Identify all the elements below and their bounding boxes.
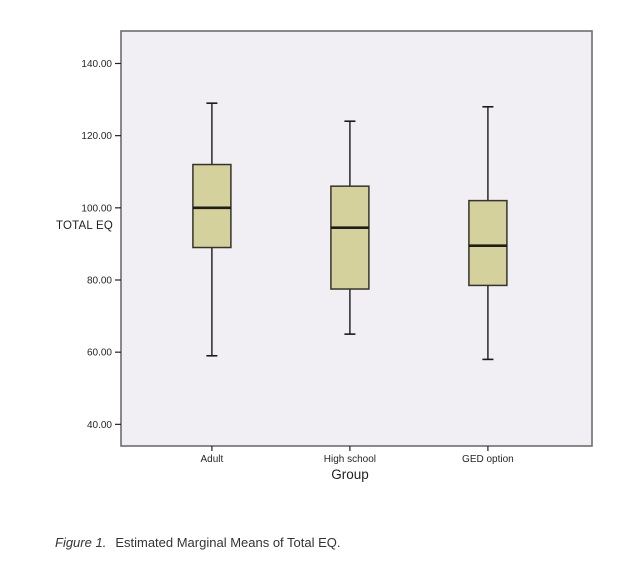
y-axis-title: TOTAL EQ <box>56 220 113 232</box>
box <box>330 185 370 290</box>
boxplot-chart: 40.00 60.00 80.00 100.00 120.00 140.00 Adult Hi… <box>81 30 593 465</box>
y-tick-label: 40.00 <box>87 420 112 431</box>
x-category-label: GED option <box>462 454 514 465</box>
y-tick-label: 80.00 <box>87 276 112 287</box>
x-axis-title: Group <box>331 467 369 482</box>
box <box>192 163 232 249</box>
y-tick-label: 60.00 <box>87 348 112 359</box>
figure-caption-label: Figure 1. <box>55 535 107 550</box>
y-tick-label: 120.00 <box>81 131 112 142</box>
figure-caption-text: Estimated Marginal Means of Total EQ. <box>115 535 341 550</box>
box <box>468 199 508 287</box>
y-tick-label: 100.00 <box>81 203 112 214</box>
x-category-label: High school <box>324 454 376 465</box>
x-category-label: Adult <box>201 454 224 465</box>
figure-caption: Figure 1. Estimated Marginal Means of Tot… <box>55 535 341 550</box>
y-tick-label: 140.00 <box>81 59 112 70</box>
